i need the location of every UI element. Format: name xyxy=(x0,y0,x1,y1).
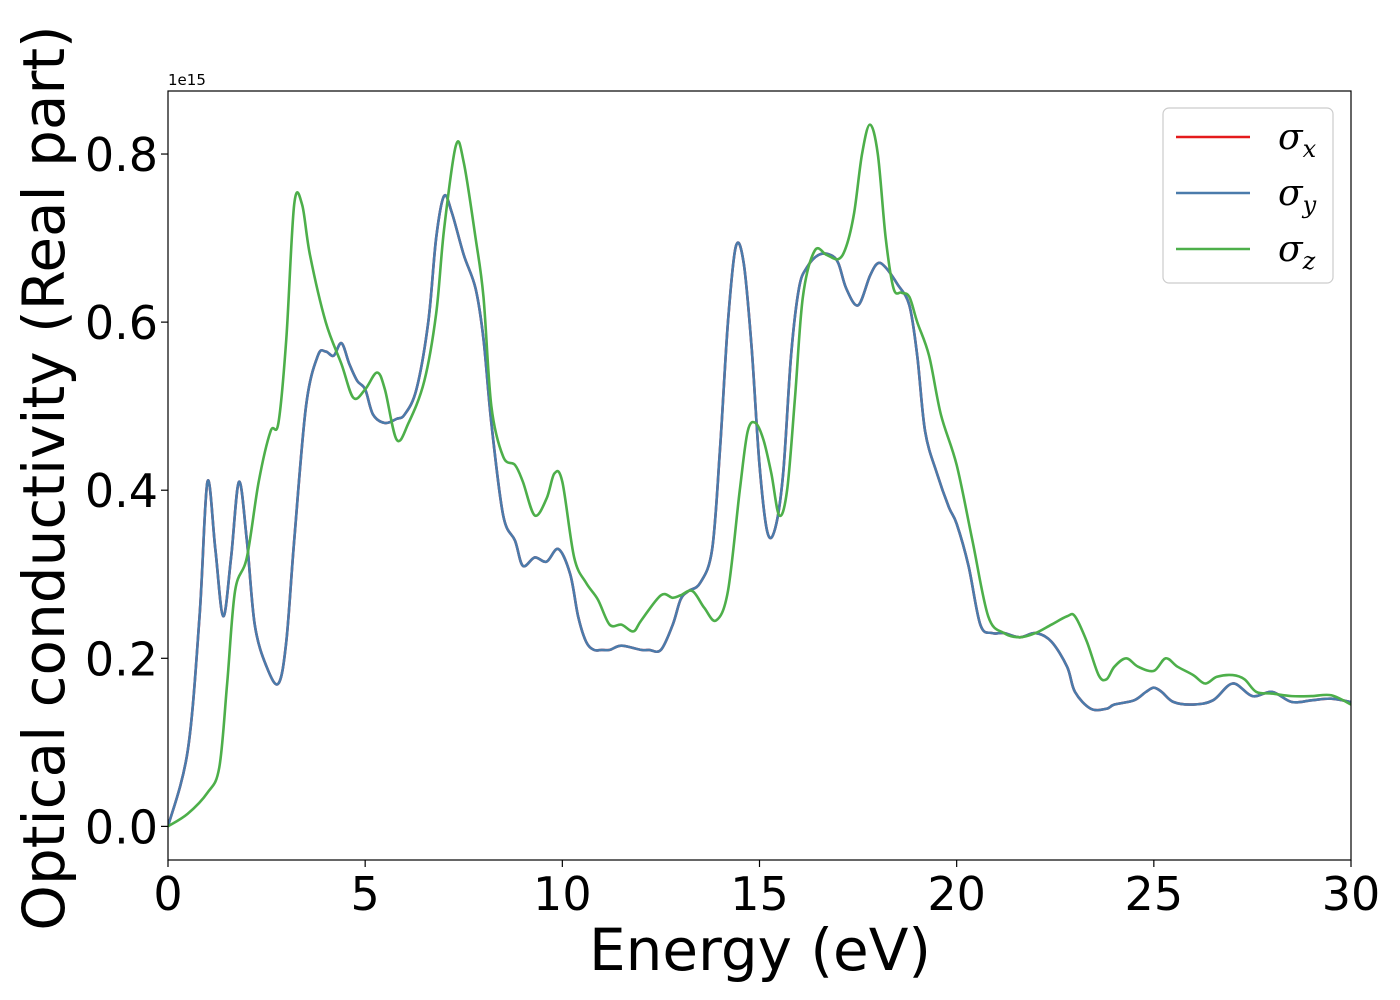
legend: σx σy σz xyxy=(1162,107,1334,284)
x-tick-label: 10 xyxy=(533,867,592,921)
legend-label-z: σz xyxy=(1278,229,1316,275)
x-tick-label: 15 xyxy=(730,867,789,921)
series-line-y xyxy=(168,193,1351,827)
legend-label-x: σx xyxy=(1278,117,1317,163)
series-line-x xyxy=(168,193,1351,827)
y-axis-label: Optical conductivity (Real part) xyxy=(10,25,78,930)
y-tick-label: 0.6 xyxy=(85,296,158,350)
y-tick-label: 0.8 xyxy=(85,128,158,182)
legend-label-y: σy xyxy=(1278,173,1317,219)
x-tick-label: 20 xyxy=(927,867,986,921)
x-tick-label: 30 xyxy=(1322,867,1381,921)
series-layer xyxy=(168,123,1351,828)
legend-box xyxy=(1162,107,1334,284)
x-tick-label: 0 xyxy=(153,867,182,921)
y-offset-label: 1e15 xyxy=(168,71,206,89)
y-tick-label: 0.4 xyxy=(85,464,158,518)
x-tick-label: 25 xyxy=(1125,867,1184,921)
y-tick-label: 0.2 xyxy=(85,632,158,686)
y-tick-label: 0.0 xyxy=(85,800,158,854)
x-tick-label: 5 xyxy=(351,867,380,921)
series-line-z xyxy=(168,123,1351,828)
y-axis: 0.0 0.2 0.4 0.6 0.8 xyxy=(85,128,168,854)
x-axis: 0 5 10 15 20 25 30 xyxy=(153,860,1380,921)
x-axis-label: Energy (eV) xyxy=(589,916,931,984)
